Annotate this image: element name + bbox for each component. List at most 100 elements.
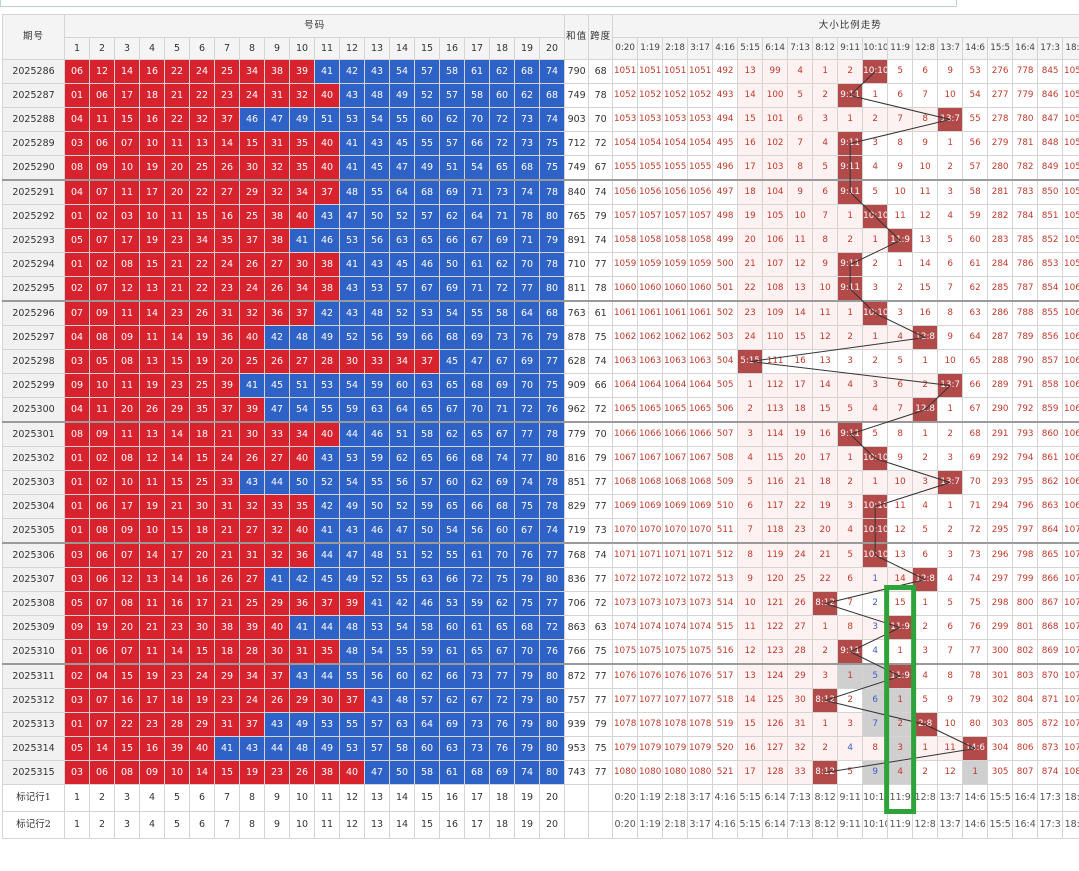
marker-ratio-cell[interactable]: 12:8 xyxy=(912,784,939,812)
drawn-number-cell: 75 xyxy=(514,591,540,616)
marker-number-cell[interactable]: 11 xyxy=(314,784,340,812)
marker-ratio-cell[interactable]: 9:11 xyxy=(837,784,864,812)
number-column-header: 12 xyxy=(339,37,365,60)
drawn-number-cell: 40 xyxy=(314,155,340,181)
marker-number-cell[interactable]: 4 xyxy=(139,811,165,839)
ratio-miss-count-cell: 106 xyxy=(762,228,789,253)
marker-ratio-cell[interactable]: 11:9 xyxy=(887,784,914,812)
marker-ratio-cell[interactable]: 6:14 xyxy=(762,811,789,839)
marker-number-cell[interactable]: 17 xyxy=(464,811,490,839)
marker-number-cell[interactable]: 8 xyxy=(239,784,265,812)
drawn-number-cell: 55 xyxy=(364,470,390,495)
marker-ratio-cell[interactable]: 9:11 xyxy=(837,811,864,839)
marker-ratio-cell[interactable]: 5:15 xyxy=(737,784,764,812)
marker-ratio-cell[interactable]: 13:7 xyxy=(937,811,964,839)
drawn-number-cell: 37 xyxy=(339,688,365,713)
marker-ratio-cell[interactable]: 12:8 xyxy=(912,811,939,839)
marker-number-cell[interactable]: 15 xyxy=(414,811,440,839)
marker-number-cell[interactable]: 3 xyxy=(114,811,140,839)
marker-number-cell[interactable]: 6 xyxy=(189,811,215,839)
ratio-miss-count-cell: 3 xyxy=(837,712,864,737)
ratio-miss-count-cell: 1 xyxy=(887,688,914,713)
marker-ratio-cell[interactable]: 14:6 xyxy=(962,784,989,812)
marker-number-cell[interactable]: 1 xyxy=(64,811,90,839)
marker-number-cell[interactable]: 20 xyxy=(538,811,566,839)
marker-number-cell[interactable]: 12 xyxy=(339,811,365,839)
marker-number-cell[interactable]: 19 xyxy=(514,811,540,839)
marker-ratio-cell[interactable]: 0:20 xyxy=(612,784,639,812)
period-cell: 2025286 xyxy=(2,59,65,84)
marker-ratio-cell[interactable]: 11:9 xyxy=(887,811,914,839)
marker-ratio-cell[interactable]: 8:12 xyxy=(812,784,839,812)
marker-ratio-cell[interactable]: 5:15 xyxy=(737,811,764,839)
drawn-number-cell: 26 xyxy=(289,760,315,785)
marker-ratio-cell[interactable]: 16:4 xyxy=(1012,811,1039,839)
drawn-number-cell: 42 xyxy=(339,59,365,84)
marker-number-cell[interactable]: 10 xyxy=(289,784,315,812)
marker-number-cell[interactable]: 6 xyxy=(189,784,215,812)
ratio-miss-count-cell: 1067 xyxy=(662,446,689,471)
marker-number-cell[interactable]: 3 xyxy=(114,784,140,812)
ratio-miss-count-cell: 99 xyxy=(762,59,789,84)
marker-number-cell[interactable]: 13 xyxy=(364,811,390,839)
marker-ratio-cell[interactable]: 10:10 xyxy=(862,784,889,812)
marker-ratio-cell[interactable]: 16:4 xyxy=(1012,784,1039,812)
marker-ratio-cell[interactable]: 3:17 xyxy=(687,784,714,812)
marker-ratio-cell[interactable]: 14:6 xyxy=(962,811,989,839)
marker-number-cell[interactable]: 7 xyxy=(214,811,240,839)
marker-ratio-cell[interactable]: 17:3 xyxy=(1037,811,1064,839)
marker-number-cell[interactable]: 11 xyxy=(314,811,340,839)
marker-ratio-cell[interactable]: 0:20 xyxy=(612,811,639,839)
marker-ratio-cell[interactable]: 6:14 xyxy=(762,784,789,812)
drawn-number-cell: 56 xyxy=(364,325,390,350)
marker-number-cell[interactable]: 12 xyxy=(339,784,365,812)
marker-number-cell[interactable]: 18 xyxy=(489,811,515,839)
ratio-miss-count-cell: 293 xyxy=(987,470,1014,495)
marker-ratio-cell[interactable]: 4:16 xyxy=(712,784,739,812)
marker-ratio-cell[interactable]: 18:2 xyxy=(1062,811,1079,839)
ratio-miss-count-cell: 6 xyxy=(862,688,889,713)
marker-ratio-cell[interactable]: 2:18 xyxy=(662,811,689,839)
marker-ratio-cell[interactable]: 1:19 xyxy=(637,784,664,812)
drawn-number-cell: 66 xyxy=(439,446,465,471)
ratio-miss-count-cell: 807 xyxy=(1012,760,1039,785)
period-cell: 2025314 xyxy=(2,736,65,761)
marker-number-cell[interactable]: 16 xyxy=(439,811,465,839)
marker-ratio-cell[interactable]: 15:5 xyxy=(987,784,1014,812)
marker-number-cell[interactable]: 14 xyxy=(389,784,415,812)
marker-number-cell[interactable]: 9 xyxy=(264,811,290,839)
marker-number-cell[interactable]: 5 xyxy=(164,784,190,812)
marker-number-cell[interactable]: 1 xyxy=(64,784,90,812)
marker-ratio-cell[interactable]: 7:13 xyxy=(787,784,814,812)
marker-number-cell[interactable]: 14 xyxy=(389,811,415,839)
marker-ratio-cell[interactable]: 18:2 xyxy=(1062,784,1079,812)
ratio-column-header: 15:5 xyxy=(987,37,1014,60)
marker-ratio-cell[interactable]: 1:19 xyxy=(637,811,664,839)
ratio-miss-count-cell: 109 xyxy=(762,300,789,326)
marker-number-cell[interactable]: 4 xyxy=(139,784,165,812)
marker-number-cell[interactable]: 9 xyxy=(264,784,290,812)
marker-ratio-cell[interactable]: 15:5 xyxy=(987,811,1014,839)
marker-number-cell[interactable]: 17 xyxy=(464,784,490,812)
marker-ratio-cell[interactable]: 10:10 xyxy=(862,811,889,839)
marker-ratio-cell[interactable]: 7:13 xyxy=(787,811,814,839)
marker-ratio-cell[interactable]: 8:12 xyxy=(812,811,839,839)
marker-number-cell[interactable]: 19 xyxy=(514,784,540,812)
marker-number-cell[interactable]: 8 xyxy=(239,811,265,839)
marker-ratio-cell[interactable]: 3:17 xyxy=(687,811,714,839)
marker-number-cell[interactable]: 13 xyxy=(364,784,390,812)
marker-number-cell[interactable]: 5 xyxy=(164,811,190,839)
sum-value-cell: 953 xyxy=(564,736,590,761)
marker-number-cell[interactable]: 15 xyxy=(414,784,440,812)
marker-ratio-cell[interactable]: 13:7 xyxy=(937,784,964,812)
marker-number-cell[interactable]: 18 xyxy=(489,784,515,812)
marker-number-cell[interactable]: 16 xyxy=(439,784,465,812)
marker-number-cell[interactable]: 2 xyxy=(89,784,115,812)
marker-ratio-cell[interactable]: 4:16 xyxy=(712,811,739,839)
marker-number-cell[interactable]: 20 xyxy=(538,784,566,812)
marker-ratio-cell[interactable]: 17:3 xyxy=(1037,784,1064,812)
marker-number-cell[interactable]: 7 xyxy=(214,784,240,812)
marker-ratio-cell[interactable]: 2:18 xyxy=(662,784,689,812)
marker-number-cell[interactable]: 10 xyxy=(289,811,315,839)
marker-number-cell[interactable]: 2 xyxy=(89,811,115,839)
